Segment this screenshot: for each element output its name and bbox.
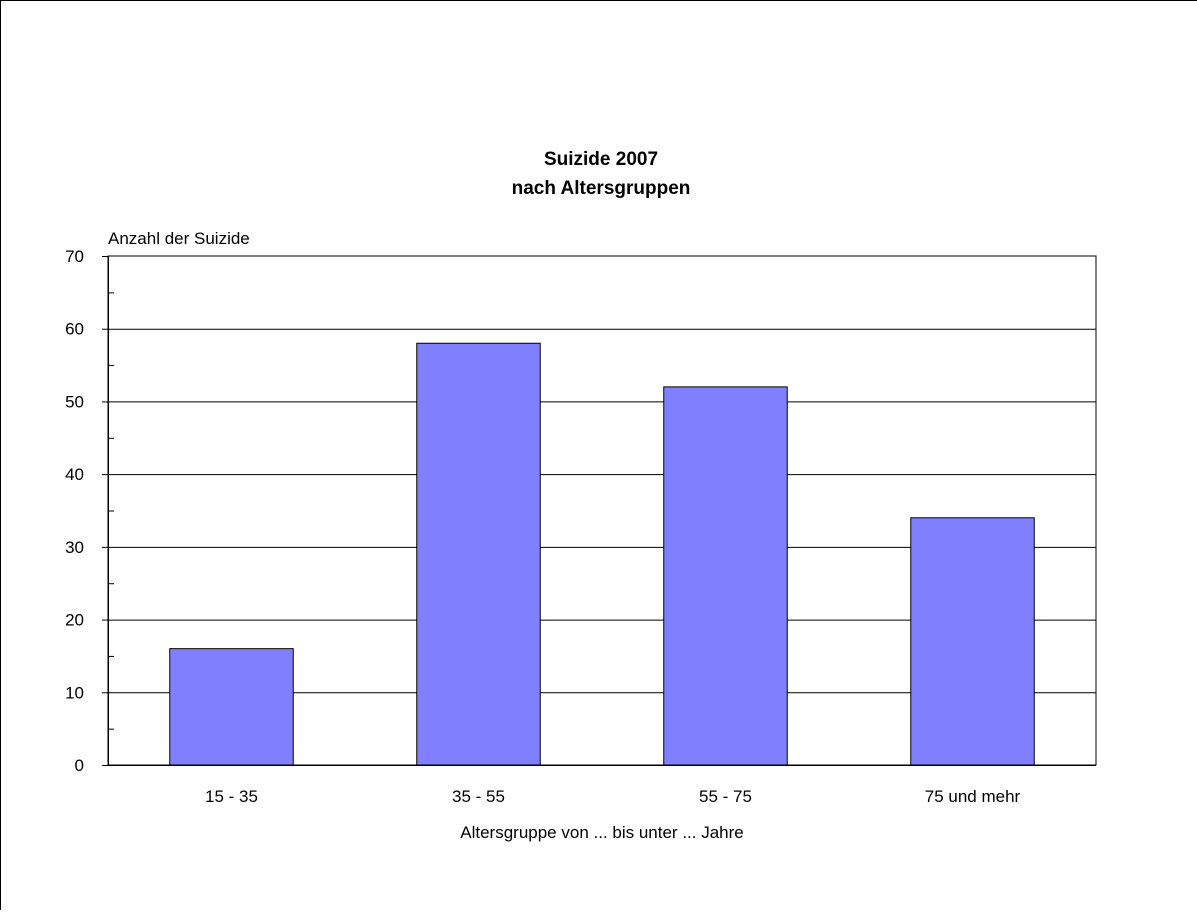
bars bbox=[169, 342, 1035, 766]
axes bbox=[102, 256, 1096, 766]
x-tick-label: 75 und mehr bbox=[925, 787, 1021, 806]
x-tick-labels: 15 - 35 35 - 55 55 - 75 75 und mehr bbox=[205, 787, 1021, 806]
y-tick-label: 50 bbox=[65, 392, 84, 411]
y-tick-label: 60 bbox=[65, 320, 84, 339]
y-tick-label: 70 bbox=[65, 247, 84, 266]
y-tick-label: 20 bbox=[65, 611, 84, 630]
x-tick-label: 15 - 35 bbox=[205, 787, 258, 806]
y-tick-label: 10 bbox=[65, 683, 84, 702]
y-tick-label: 30 bbox=[65, 538, 84, 557]
bar bbox=[169, 648, 294, 766]
bar bbox=[416, 342, 541, 766]
y-axis-label: Anzahl der Suizide bbox=[108, 229, 250, 248]
chart-subtitle: nach Altersgruppen bbox=[512, 178, 691, 199]
chart-title: Suizide 2007 bbox=[544, 149, 658, 170]
y-tick-label: 0 bbox=[75, 756, 84, 775]
y-tick-labels: 0 10 20 30 40 50 60 70 bbox=[65, 247, 84, 775]
y-tick-label: 40 bbox=[65, 465, 84, 484]
bar bbox=[663, 386, 788, 766]
x-axis-label: Altersgruppe von ... bis unter ... Jahre bbox=[460, 823, 743, 842]
x-tick-label: 35 - 55 bbox=[452, 787, 505, 806]
x-tick-label: 55 - 75 bbox=[699, 787, 752, 806]
bar bbox=[910, 517, 1035, 766]
